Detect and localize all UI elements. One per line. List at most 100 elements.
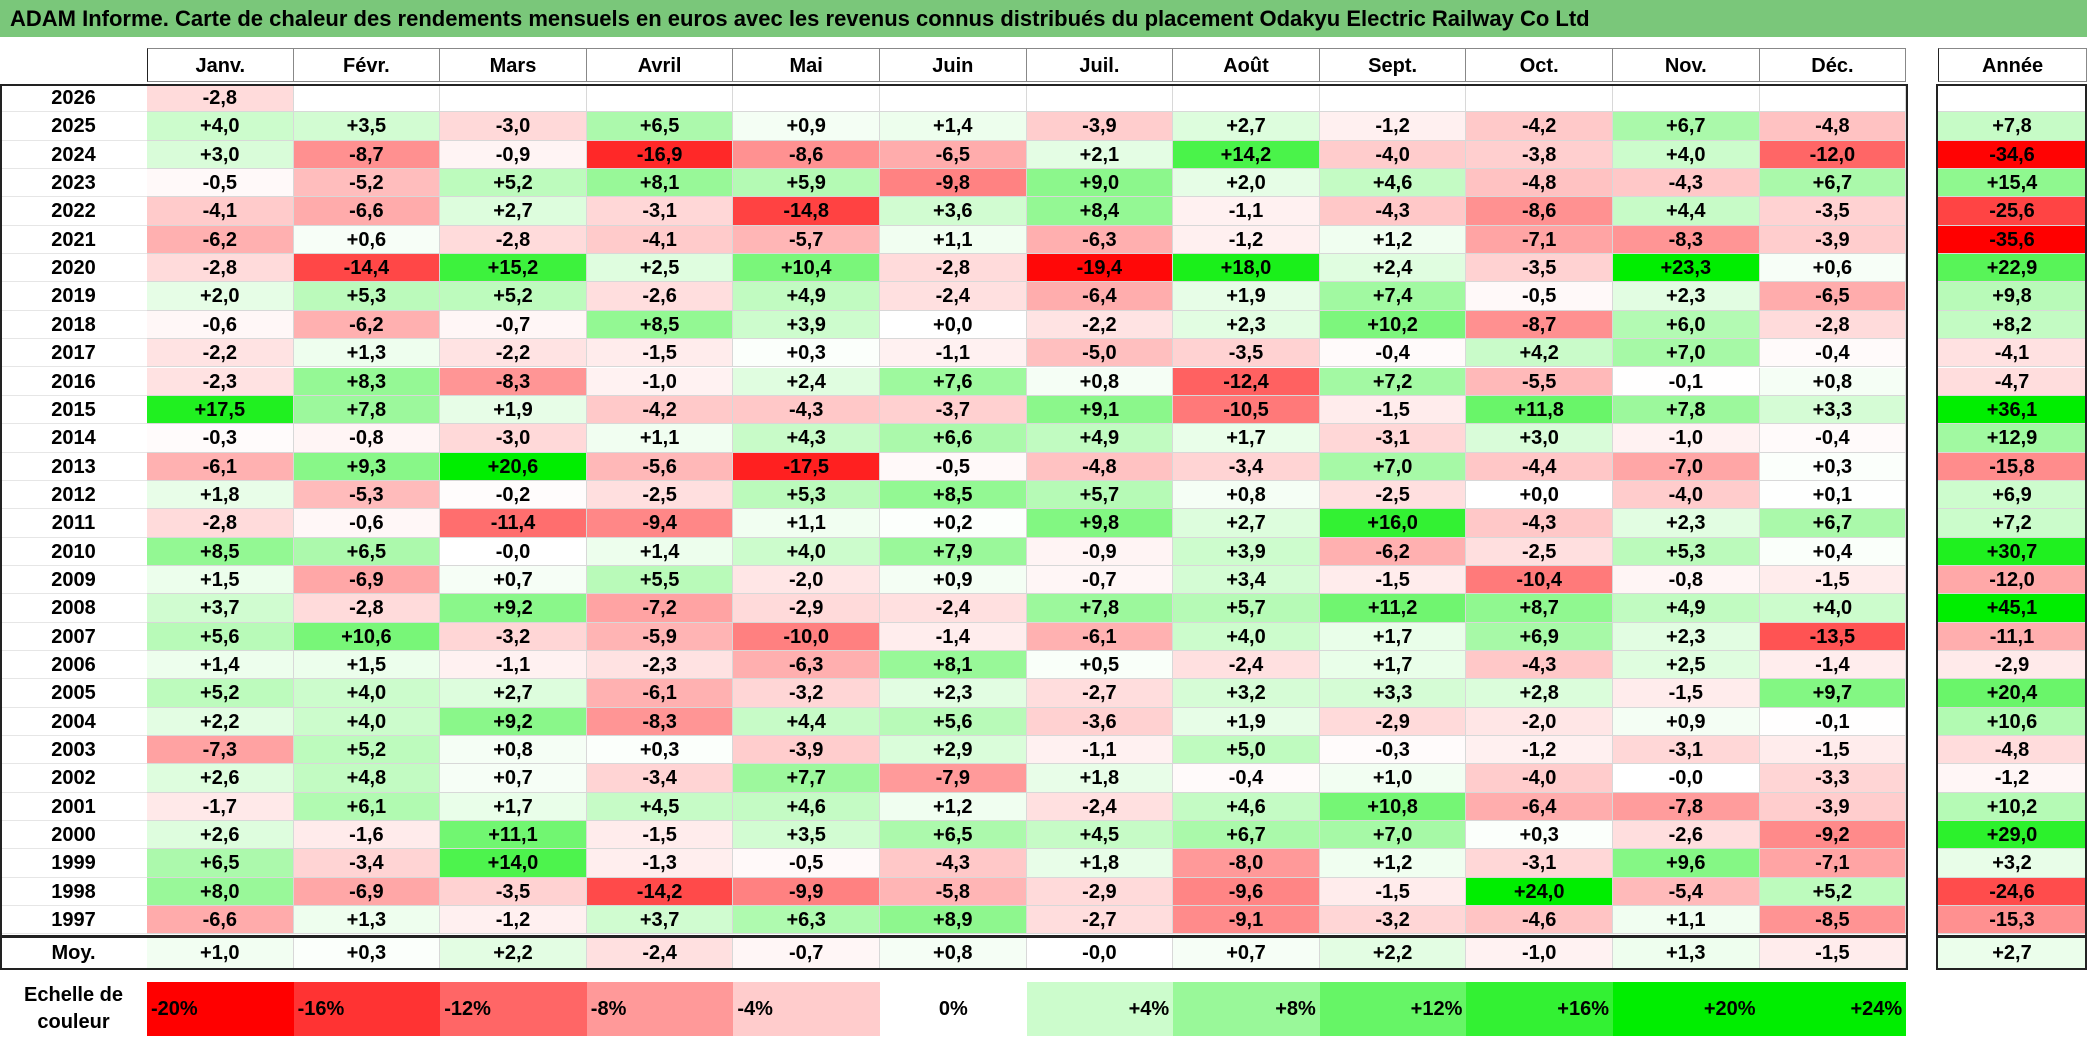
heatmap-cell: +1,4	[586, 537, 734, 566]
heatmap-cell: +4,6	[733, 792, 880, 822]
annual-cell: +6,9	[1938, 480, 2087, 510]
heatmap-cell: -1,4	[880, 622, 1027, 651]
heatmap-cell: +9,7	[1759, 679, 1907, 708]
heatmap-cell: -0,6	[293, 509, 441, 538]
year-label: 2025	[0, 112, 147, 141]
heatmap-cell: -3,5	[1173, 339, 1320, 368]
heatmap-cell: -4,3	[880, 849, 1027, 878]
heatmap-cell: -6,2	[1319, 537, 1467, 566]
heatmap-cell: -1,0	[1613, 424, 1760, 453]
heatmap-cell: +1,8	[1026, 849, 1174, 878]
heatmap-cell: +0,7	[440, 764, 587, 793]
year-label: 2006	[0, 651, 147, 680]
heatmap-cell: -1,5	[1319, 877, 1467, 907]
month-header: Nov.	[1613, 48, 1760, 82]
heatmap-cell: +7,8	[293, 395, 441, 425]
heatmap-cell: -3,9	[1026, 112, 1174, 141]
heatmap-cell: +2,1	[1026, 140, 1174, 170]
scale-swatch: +12%	[1319, 982, 1467, 1036]
heatmap-cell: +0,0	[1466, 480, 1613, 510]
average-cell: +2,2	[440, 936, 587, 970]
heatmap-cell: +14,0	[440, 849, 587, 878]
heatmap-cell: +0,3	[586, 736, 734, 765]
annual-cell: -1,2	[1938, 764, 2087, 793]
heatmap-cell: +6,5	[586, 112, 734, 141]
annual-cell: +7,2	[1938, 509, 2087, 538]
heatmap-cell: +6,0	[1613, 310, 1760, 340]
heatmap-cell: +1,7	[440, 792, 587, 822]
heatmap-cell: -8,5	[1759, 906, 1907, 935]
annual-cell: -15,8	[1938, 452, 2087, 481]
scale-swatch: -16%	[293, 982, 441, 1036]
heatmap-cell: -2,6	[586, 282, 734, 311]
heatmap-cell: -6,5	[880, 140, 1027, 170]
heatmap-cell	[1613, 84, 1760, 113]
heatmap-cell: -7,1	[1466, 225, 1613, 255]
annual-cell: +45,1	[1938, 594, 2087, 623]
heatmap-cell: -3,9	[1759, 792, 1907, 822]
heatmap-cell: -17,5	[733, 452, 880, 481]
average-cell: -2,4	[586, 936, 734, 970]
heatmap-cell: -0,5	[733, 849, 880, 878]
annual-cell: -4,8	[1938, 736, 2087, 765]
heatmap-cell: +3,4	[1173, 565, 1320, 595]
heatmap-cell: +0,6	[1759, 254, 1907, 283]
heatmap-cell: +5,3	[733, 480, 880, 510]
heatmap-cell: -12,0	[1759, 140, 1907, 170]
heatmap-cell: +9,3	[293, 452, 441, 481]
heatmap-cell: +1,1	[586, 424, 734, 453]
heatmap-cell: +6,5	[293, 537, 441, 566]
heatmap-cell: +3,7	[147, 594, 294, 623]
heatmap-cell: +11,1	[440, 821, 587, 850]
annual-cell: +12,9	[1938, 424, 2087, 453]
heatmap-cell: -0,0	[1613, 764, 1760, 793]
heatmap-cell: +3,5	[733, 821, 880, 850]
page-title: ADAM Informe. Carte de chaleur des rende…	[0, 0, 2087, 37]
heatmap-cell: +2,3	[880, 679, 1027, 708]
heatmap-cell: -16,9	[586, 140, 734, 170]
heatmap-cell: +6,7	[1759, 509, 1907, 538]
annual-cell: +29,0	[1938, 821, 2087, 850]
heatmap-cell: +24,0	[1466, 877, 1613, 907]
heatmap-cell: -4,8	[1026, 452, 1174, 481]
heatmap-cell: -2,0	[733, 565, 880, 595]
heatmap-cell: +5,6	[147, 622, 294, 651]
annual-cell: +7,8	[1938, 112, 2087, 141]
heatmap-cell: -10,4	[1466, 565, 1613, 595]
annual-cell: +20,4	[1938, 679, 2087, 708]
year-label: 2024	[0, 140, 147, 170]
heatmap-cell: +4,4	[733, 707, 880, 737]
heatmap-cell: +6,7	[1613, 112, 1760, 141]
heatmap-cell: +4,2	[1466, 339, 1613, 368]
heatmap-cell: +20,6	[440, 452, 587, 481]
heatmap-cell: -8,3	[440, 367, 587, 396]
heatmap-cell: -6,6	[293, 197, 441, 226]
heatmap-cell: +6,7	[1173, 821, 1320, 850]
heatmap-cell: -1,0	[586, 367, 734, 396]
heatmap-cell: +2,2	[147, 707, 294, 737]
heatmap-cell: -9,9	[733, 877, 880, 907]
heatmap-cell: -6,9	[293, 877, 441, 907]
heatmap-cell: -0,8	[1613, 565, 1760, 595]
heatmap-cell: +4,6	[1173, 792, 1320, 822]
year-label: 2010	[0, 537, 147, 566]
heatmap-cell: +0,1	[1759, 480, 1907, 510]
year-label: 2003	[0, 736, 147, 765]
average-annual-cell: +2,7	[1938, 936, 2087, 970]
heatmap-cell	[1173, 84, 1320, 113]
heatmap-cell: -1,5	[1319, 395, 1467, 425]
heatmap-cell: -3,0	[440, 424, 587, 453]
heatmap-cell: -3,5	[1759, 197, 1907, 226]
heatmap-cell: -1,5	[586, 821, 734, 850]
annual-cell: +3,2	[1938, 849, 2087, 878]
heatmap-cell: +2,7	[440, 197, 587, 226]
heatmap-cell: +1,1	[1613, 906, 1760, 935]
heatmap-cell: +4,0	[733, 537, 880, 566]
heatmap-cell: -2,8	[147, 84, 294, 113]
heatmap-cell: -1,1	[1026, 736, 1174, 765]
heatmap-cell: -0,3	[1319, 736, 1467, 765]
year-label: 2001	[0, 792, 147, 822]
heatmap-cell: +1,2	[1319, 849, 1467, 878]
heatmap-cell: +4,9	[1613, 594, 1760, 623]
heatmap-cell: -0,5	[147, 169, 294, 198]
